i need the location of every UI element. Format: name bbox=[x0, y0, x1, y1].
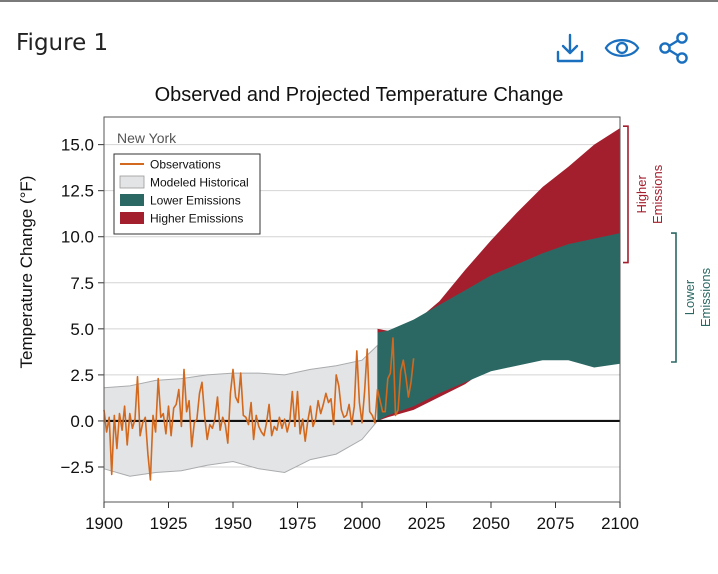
x-tick-label: 2000 bbox=[343, 514, 381, 533]
observations-line bbox=[103, 337, 415, 481]
x-tick-label: 2050 bbox=[472, 514, 510, 533]
legend-label-higher-emissions: Higher Emissions bbox=[150, 212, 243, 226]
bracket-label: Emissions bbox=[698, 267, 713, 327]
x-tick-label: 2025 bbox=[408, 514, 446, 533]
download-icon bbox=[556, 33, 584, 63]
bracket-label: Lower bbox=[682, 279, 697, 315]
panel-label: New York bbox=[117, 130, 177, 146]
x-tick-label: 1975 bbox=[279, 514, 317, 533]
y-tick-label: −2.5 bbox=[60, 458, 94, 477]
y-tick-label: 5.0 bbox=[70, 320, 94, 339]
x-tick-label: 2075 bbox=[537, 514, 575, 533]
x-tick-label: 1950 bbox=[214, 514, 252, 533]
download-button[interactable] bbox=[552, 30, 588, 66]
legend-label-observations: Observations bbox=[150, 158, 221, 172]
view-button[interactable] bbox=[604, 30, 640, 66]
bracket-label: Higher bbox=[634, 175, 649, 214]
legend-swatch-higher-emissions bbox=[120, 212, 144, 224]
legend-swatch-lower-emissions bbox=[120, 194, 144, 206]
y-tick-label: 10.0 bbox=[61, 228, 94, 247]
y-tick-label: 12.5 bbox=[61, 182, 94, 201]
y-tick-label: 2.5 bbox=[70, 366, 94, 385]
bracket-higher-emissions bbox=[623, 125, 629, 264]
figure-toolbar bbox=[552, 30, 692, 66]
figure-title: Figure 1 bbox=[16, 30, 109, 56]
y-tick-label: 15.0 bbox=[61, 136, 94, 155]
lower-emissions-band bbox=[377, 233, 620, 421]
legend-swatch-modeled-historical bbox=[119, 175, 145, 189]
bracket-lower-emissions bbox=[671, 232, 677, 363]
top-divider bbox=[0, 0, 718, 2]
x-tick-label: 2100 bbox=[601, 514, 639, 533]
legend-label-lower-emissions: Lower Emissions bbox=[150, 194, 241, 208]
legend-label-modeled-historical: Modeled Historical bbox=[150, 176, 249, 190]
y-axis-label: Temperature Change (°F) bbox=[17, 176, 36, 369]
bracket-label: Emissions bbox=[650, 164, 665, 224]
chart-title: Observed and Projected Temperature Chang… bbox=[155, 84, 564, 106]
y-tick-label: 7.5 bbox=[70, 274, 94, 293]
x-tick-label: 1925 bbox=[150, 514, 188, 533]
share-button[interactable] bbox=[656, 30, 692, 66]
y-tick-label: 0.0 bbox=[70, 412, 94, 431]
x-tick-label: 1900 bbox=[85, 514, 123, 533]
legend: Observations Modeled Historical Lower Emis… bbox=[113, 153, 261, 235]
eye-icon bbox=[604, 39, 640, 57]
share-icon bbox=[659, 32, 688, 64]
